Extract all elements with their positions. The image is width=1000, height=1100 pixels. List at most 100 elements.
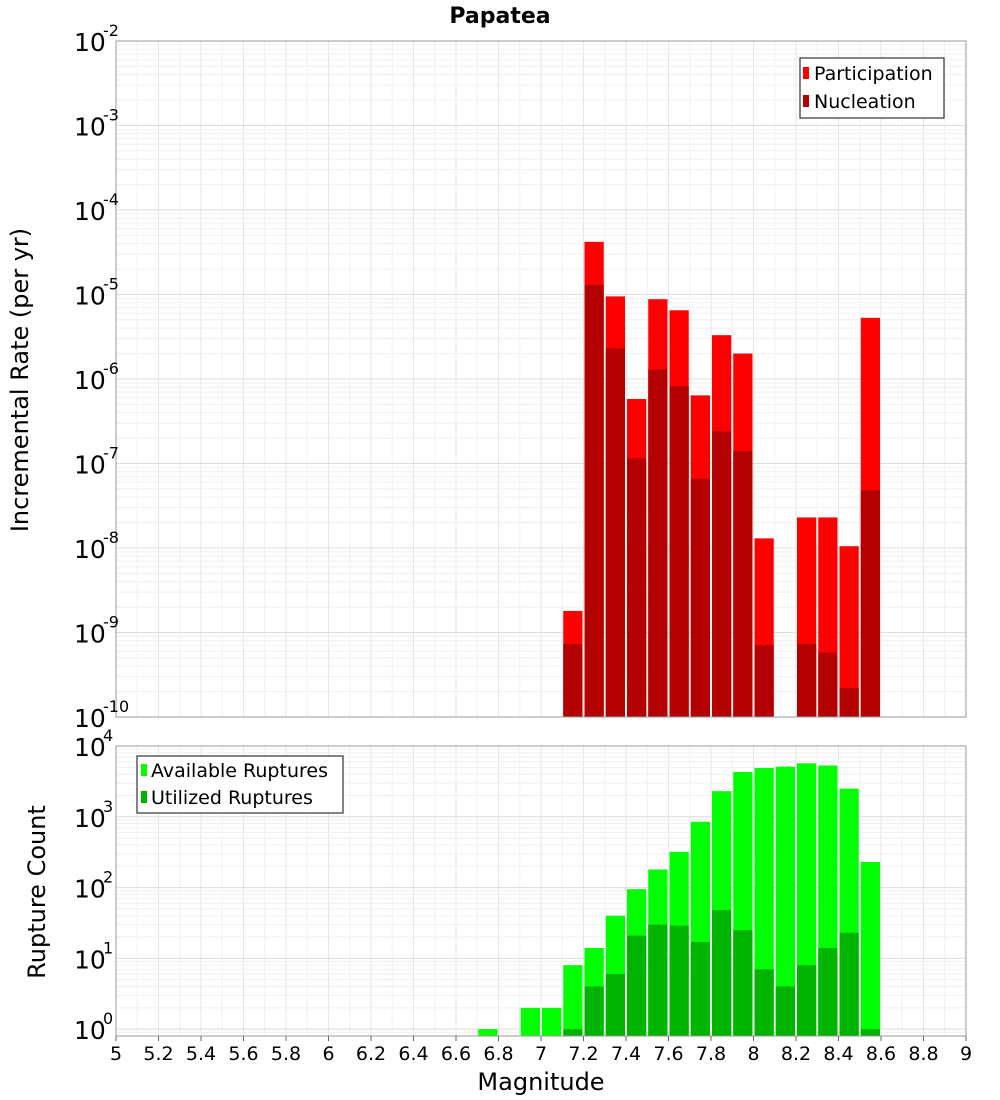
count-utilized-ruptures-bar [669,925,689,1036]
count-available-ruptures-bar [754,767,774,1036]
nucleation-legend-swatch [803,95,809,107]
rate-nucleation-bar [712,431,732,717]
rate-nucleation-bar [754,645,774,717]
rate-legend: Participation Nucleation [799,57,945,119]
x-tick-label: 7.6 [653,1043,683,1065]
available-legend-label: Available Ruptures [151,760,328,782]
count-y-tick-exponent: 1 [103,938,113,957]
count-y-tick-label: 10 [74,945,106,974]
rate-y-tick-exponent: -7 [103,444,119,463]
count-y-tick-exponent: 2 [103,868,113,887]
count-legend: Available Ruptures Utilized Ruptures [136,755,344,814]
x-tick-label: 7.4 [611,1043,641,1065]
rate-nucleation-bar [733,451,753,717]
count-utilized-ruptures-bar [563,1029,583,1036]
count-available-ruptures-bar [478,1029,498,1036]
x-tick-label: 8 [747,1043,759,1065]
x-tick-label: 5.2 [143,1043,173,1065]
x-tick-label: 8.8 [908,1043,938,1065]
rate-y-tick-label: 10 [74,451,106,480]
x-tick-label: 8.4 [823,1043,853,1065]
rate-nucleation-bar [669,386,689,717]
count-bars [478,763,880,1036]
x-tick-label: 7.2 [568,1043,598,1065]
participation-legend-swatch [803,67,809,79]
count-available-ruptures-bar [542,1007,562,1036]
x-tick-label: 8.2 [781,1043,811,1065]
count-y-tick-exponent: 4 [103,726,113,745]
rate-nucleation-bar [584,284,604,717]
rate-gridlines [115,41,967,718]
rate-y-tick-label: 10 [74,704,106,733]
count-utilized-ruptures-bar [860,1029,880,1036]
nucleation-legend-label: Nucleation [814,91,916,113]
count-y-tick-label: 10 [74,1016,106,1045]
count-available-ruptures-bar [520,1007,540,1036]
rate-nucleation-bar [860,490,880,717]
x-tick-label: 5.8 [271,1043,301,1065]
count-utilized-ruptures-bar [648,924,668,1036]
x-tick-label: 5 [110,1043,122,1065]
x-tick-label: 7.8 [696,1043,726,1065]
rate-y-tick-label: 10 [74,366,106,395]
count-y-tick-exponent: 0 [103,1009,113,1028]
count-utilized-ruptures-bar [775,986,795,1036]
chart-title: Papatea [449,4,550,29]
rate-nucleation-bar [818,652,838,717]
count-utilized-ruptures-bar [818,948,838,1036]
count-utilized-ruptures-bar [839,932,859,1036]
rate-y-tick-exponent: -4 [103,190,119,209]
rate-nucleation-bar [797,644,817,717]
count-available-ruptures-bar [775,766,795,1036]
rate-y-axis-label: Incremental Rate (per yr) [6,228,34,532]
participation-legend-label: Participation [814,63,933,85]
count-utilized-ruptures-bar [605,974,625,1036]
x-tick-label: 6 [322,1043,334,1065]
count-utilized-ruptures-bar [754,969,774,1036]
x-tick-label: 6.8 [483,1043,513,1065]
rate-nucleation-bar [690,478,710,717]
available-legend-swatch [141,764,147,776]
rate-bars [563,241,880,717]
x-tick-label: 6.4 [398,1043,428,1065]
count-y-tick-label: 10 [74,733,106,762]
utilized-legend-swatch [141,791,147,803]
rate-y-tick-exponent: -9 [103,613,119,632]
x-tick-label: 7 [535,1043,547,1065]
x-tick-label: 5.6 [228,1043,258,1065]
rate-y-tick-exponent: -5 [103,275,119,294]
utilized-legend-label: Utilized Ruptures [151,787,313,809]
x-tick-label: 8.6 [866,1043,896,1065]
x-axis-label: Magnitude [477,1068,604,1096]
rate-participation-bar [839,546,859,717]
x-tick-labels: 5 5.2 5.4 5.6 5.8 6 6.2 6.4 6.6 6.8 7 7.2 7.4 7.6 7.8 8… [110,1036,972,1065]
rate-y-tick-exponent: -3 [103,106,119,125]
rate-y-tick-label: 10 [74,113,106,142]
x-tick-label: 5.4 [186,1043,216,1065]
rate-nucleation-bar [648,369,668,717]
rate-plot-frame [115,40,967,718]
rate-y-tick-exponent: -2 [103,21,119,40]
count-utilized-ruptures-bar [712,910,732,1036]
rate-y-tick-label: 10 [74,535,106,564]
count-utilized-ruptures-bar [584,986,604,1036]
rate-y-tick-label: 10 [74,197,106,226]
rate-nucleation-bar [839,688,859,717]
count-legend-box [136,755,344,814]
rate-y-tick-exponent: -8 [103,528,119,547]
x-tick-label: 9 [960,1043,972,1065]
x-tick-label: 6.2 [356,1043,386,1065]
x-tick-label: 6.6 [441,1043,471,1065]
rate-y-tick-label: 10 [74,620,106,649]
count-y-tick-exponent: 3 [103,797,113,816]
count-utilized-ruptures-bar [733,930,753,1036]
count-utilized-ruptures-bar [797,965,817,1036]
count-y-axis-label: Rupture Count [23,805,51,979]
rate-nucleation-bar [563,644,583,717]
rate-y-tick-exponent: -10 [103,697,129,716]
